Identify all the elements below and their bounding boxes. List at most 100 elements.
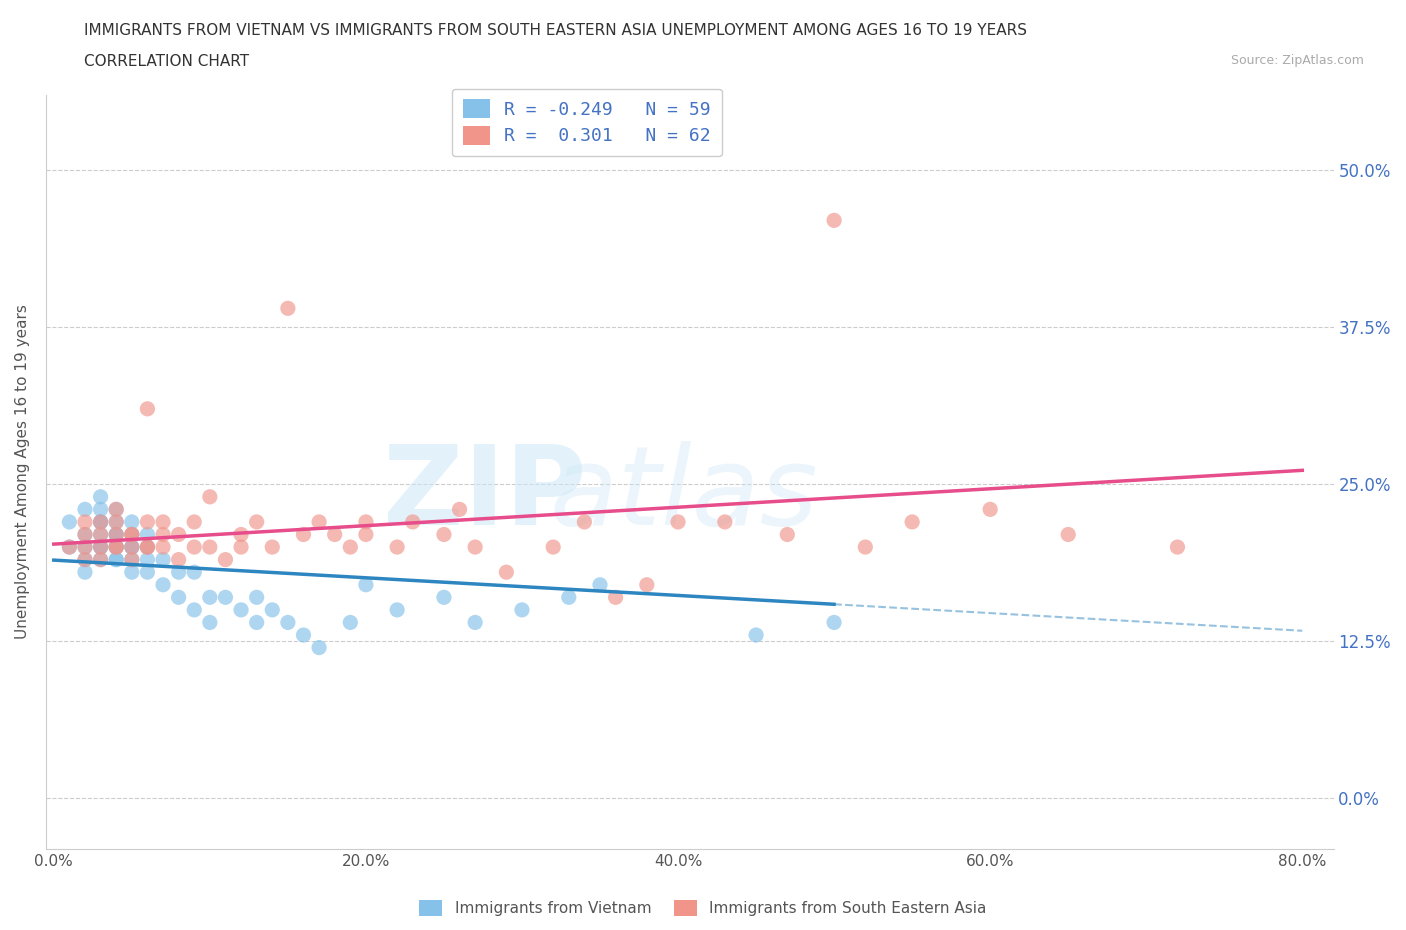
Point (323, 527, 346, 542)
Text: Source: ZipAtlas.com: Source: ZipAtlas.com (1230, 54, 1364, 67)
Point (558, 590, 581, 604)
Point (136, 527, 159, 542)
Point (167, 527, 190, 542)
Point (354, 514, 377, 529)
Point (229, 527, 252, 542)
Point (1057, 527, 1080, 542)
Point (776, 527, 799, 542)
Point (136, 539, 159, 554)
Point (714, 514, 737, 529)
Point (979, 502, 1001, 517)
Point (152, 514, 174, 529)
Point (246, 615, 269, 630)
Point (121, 552, 143, 567)
Point (105, 539, 128, 554)
Point (58, 539, 80, 554)
Point (105, 502, 128, 517)
Point (105, 527, 128, 542)
Point (136, 565, 159, 579)
Point (433, 590, 456, 604)
Point (121, 539, 143, 554)
Point (105, 514, 128, 529)
Point (636, 578, 658, 592)
Point (385, 539, 408, 554)
Point (105, 514, 128, 529)
Point (464, 615, 486, 630)
Point (121, 527, 143, 542)
Point (105, 502, 128, 517)
Point (136, 514, 159, 529)
Point (183, 514, 205, 529)
Point (121, 539, 143, 554)
Point (105, 527, 128, 542)
Point (121, 527, 143, 542)
Point (121, 514, 143, 529)
Point (277, 615, 299, 630)
Point (246, 590, 269, 604)
Point (308, 640, 330, 655)
Point (136, 539, 159, 554)
Point (214, 552, 236, 567)
Point (402, 514, 425, 529)
Point (339, 615, 361, 630)
Point (121, 539, 143, 554)
Point (449, 502, 471, 517)
Point (823, 213, 845, 228)
Point (495, 565, 517, 579)
Point (354, 527, 377, 542)
Point (136, 539, 159, 554)
Point (385, 603, 408, 618)
Point (198, 590, 221, 604)
Point (90, 539, 112, 554)
Point (262, 603, 284, 618)
Point (183, 539, 205, 554)
Point (292, 527, 315, 542)
Point (167, 552, 190, 567)
Text: atlas: atlas (550, 441, 818, 548)
Point (105, 539, 128, 554)
Point (574, 514, 596, 529)
Point (167, 565, 190, 579)
Point (183, 603, 205, 618)
Point (105, 527, 128, 542)
Point (1166, 539, 1188, 554)
Point (90, 527, 112, 542)
Legend: Immigrants from Vietnam, Immigrants from South Eastern Asia: Immigrants from Vietnam, Immigrants from… (413, 894, 993, 923)
Point (433, 527, 456, 542)
Point (198, 489, 221, 504)
Point (90, 514, 112, 529)
Text: CORRELATION CHART: CORRELATION CHART (84, 54, 249, 69)
Point (90, 502, 112, 517)
Point (354, 578, 377, 592)
Point (105, 552, 128, 567)
Point (90, 514, 112, 529)
Point (745, 628, 768, 643)
Point (73, 502, 96, 517)
Point (105, 552, 128, 567)
Point (105, 539, 128, 554)
Point (73, 539, 96, 554)
Point (229, 539, 252, 554)
Point (152, 539, 174, 554)
Point (136, 552, 159, 567)
Point (90, 527, 112, 542)
Point (152, 578, 174, 592)
Point (73, 539, 96, 554)
Point (90, 489, 112, 504)
Y-axis label: Unemployment Among Ages 16 to 19 years: Unemployment Among Ages 16 to 19 years (15, 304, 30, 639)
Point (901, 514, 924, 529)
Point (464, 539, 486, 554)
Point (73, 565, 96, 579)
Point (589, 578, 612, 592)
Point (198, 615, 221, 630)
Point (73, 552, 96, 567)
Point (167, 590, 190, 604)
Point (229, 603, 252, 618)
Point (198, 539, 221, 554)
Text: IMMIGRANTS FROM VIETNAM VS IMMIGRANTS FROM SOUTH EASTERN ASIA UNEMPLOYMENT AMONG: IMMIGRANTS FROM VIETNAM VS IMMIGRANTS FR… (84, 23, 1028, 38)
Point (58, 539, 80, 554)
Point (90, 539, 112, 554)
Point (73, 527, 96, 542)
Point (121, 565, 143, 579)
Point (262, 539, 284, 554)
